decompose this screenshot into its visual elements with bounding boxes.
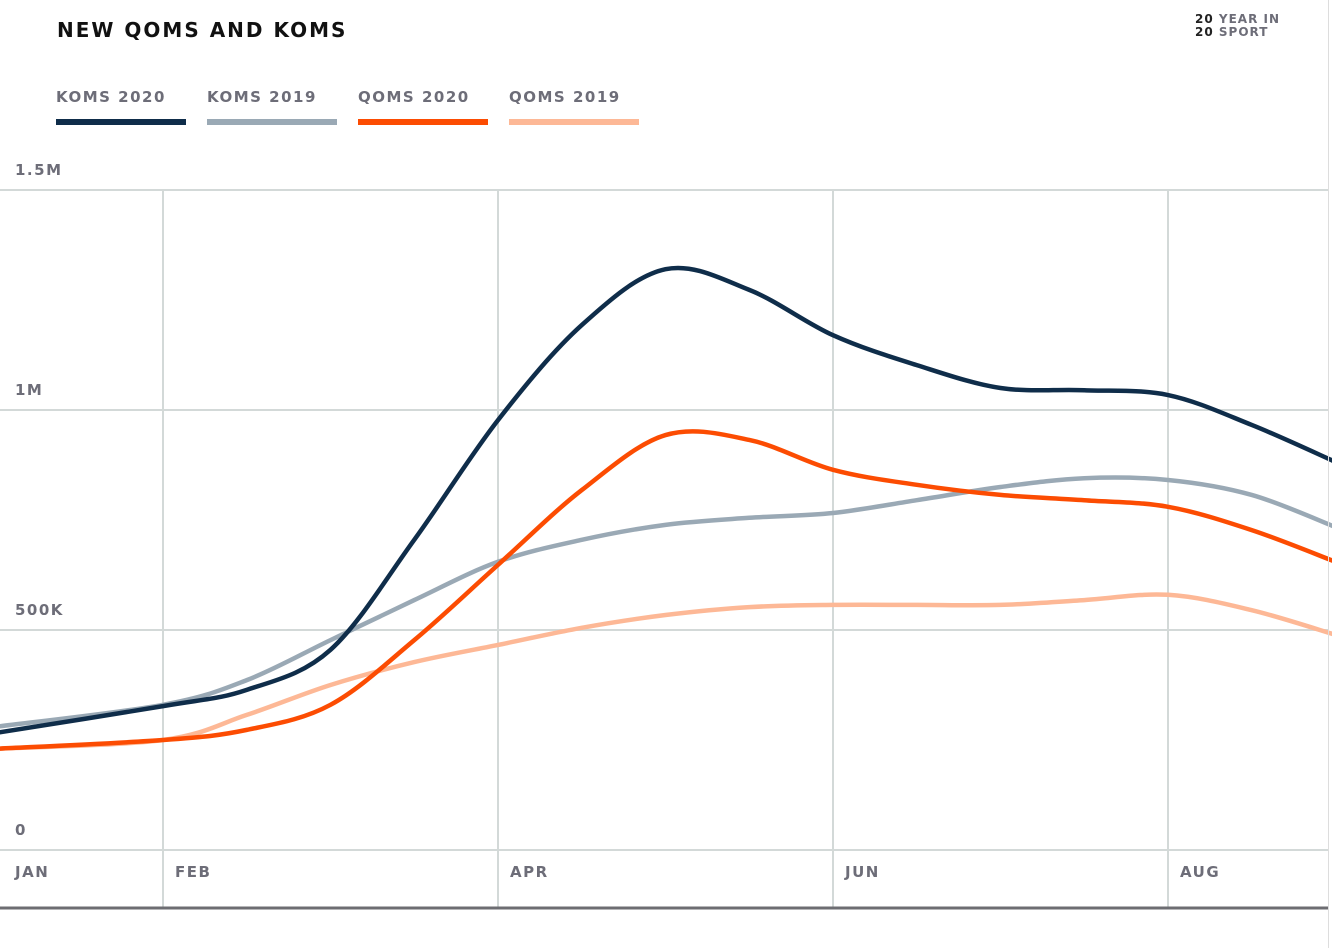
legend-label: KOMS 2020 xyxy=(56,88,166,106)
y-tick-label: 1M xyxy=(15,381,43,399)
x-tick-label: AUG xyxy=(1180,863,1220,881)
y-tick-label: 0 xyxy=(15,821,27,839)
right-edge-divider xyxy=(1328,0,1329,948)
series-line-koms-2019 xyxy=(0,475,1332,729)
legend-label: KOMS 2019 xyxy=(207,88,317,106)
legend-swatch xyxy=(207,119,337,125)
x-tick-label: JUN xyxy=(844,863,880,881)
legend-swatch xyxy=(509,119,639,125)
chart-title: NEW QOMS AND KOMS xyxy=(57,18,348,42)
series-line-koms-2020 xyxy=(0,265,1332,735)
x-tick-label: FEB xyxy=(175,863,211,881)
y-tick-label: 500K xyxy=(15,601,64,619)
year-in-sport-logo: 20 YEAR IN 20 SPORT xyxy=(1195,12,1280,39)
legend-label: QOMS 2019 xyxy=(509,88,621,106)
x-tick-label: APR xyxy=(510,863,549,881)
series-line-qoms-2020 xyxy=(0,429,1332,751)
x-tick-label: JAN xyxy=(14,863,49,881)
y-tick-label: 1.5M xyxy=(15,161,63,179)
series-line-qoms-2019 xyxy=(0,592,1332,751)
legend-label: QOMS 2020 xyxy=(358,88,470,106)
legend-swatch xyxy=(56,119,186,125)
legend-swatch xyxy=(358,119,488,125)
